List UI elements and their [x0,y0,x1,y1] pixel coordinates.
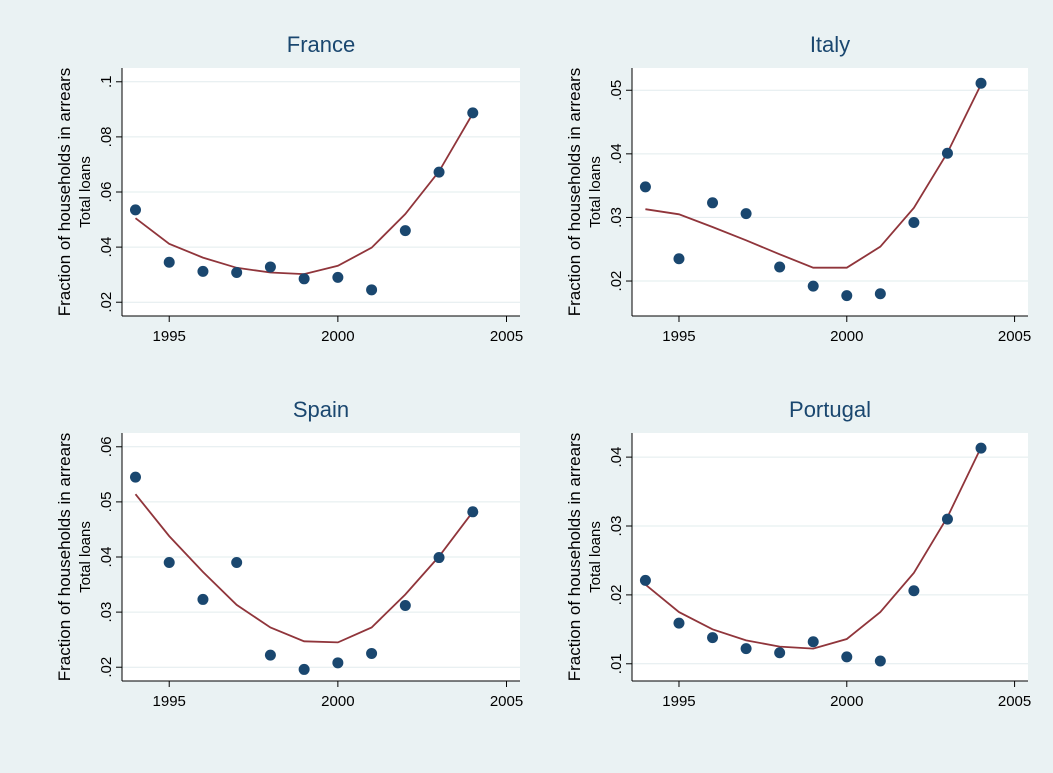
chart-title: Italy [810,32,850,57]
chart-title: Portugal [789,397,871,422]
y-tick-label: .02 [608,584,625,605]
data-point [433,166,445,178]
y-axis-label: Fraction of households in arrears [55,433,74,682]
y-tick-label: .04 [98,547,115,568]
data-point [298,663,310,675]
data-point [163,256,175,268]
x-tick-label: 2005 [998,693,1031,710]
y-axis-sublabel: Total loans [77,156,94,228]
data-point [332,657,344,669]
x-tick-label: 1995 [153,693,186,710]
y-tick-label: .06 [98,436,115,457]
y-axis-sublabel: Total loans [587,521,604,593]
data-point [941,513,953,525]
y-axis-label: Fraction of households in arrears [565,433,584,682]
data-point [399,599,411,611]
chart-panel-portugal: 1995 2000 2005 .01 .02 .03 .04 Portugal Fraction… [565,397,1031,710]
fitted-line [645,84,982,269]
data-point [774,647,786,659]
y-axis-sublabel: Total loans [77,521,94,593]
data-point [975,77,987,89]
data-point [366,647,378,659]
data-point [807,636,819,648]
data-point [332,271,344,283]
y-tick-label: .03 [98,602,115,623]
y-tick-label: .05 [608,80,625,101]
chart-panel-italy: 1995 2000 2005 .02 .03 .04 .05 Italy Fraction of… [565,32,1031,345]
data-point [673,253,685,265]
y-tick-label: .04 [608,143,625,164]
x-tick-label: 2005 [490,328,523,345]
data-point [707,197,719,209]
x-tick-label: 1995 [153,328,186,345]
data-point [467,506,479,518]
chart-panel-spain: 1995 2000 2005 .02 .03 .04 .05 .06 Spain Fraction… [55,397,523,710]
data-point [264,261,276,273]
fitted-line [644,447,982,650]
x-tick-label: 2000 [321,693,354,710]
y-axis-label: Fraction of households in arrears [565,68,584,317]
data-point [941,147,953,159]
data-point [399,225,411,237]
data-point [231,557,243,569]
x-tick-label: 2000 [830,328,863,345]
y-tick-label: .02 [98,292,115,313]
y-tick-label: .1 [98,76,115,89]
y-axis-sublabel: Total loans [587,156,604,228]
data-point [774,261,786,273]
data-point [707,632,719,644]
data-point [197,265,209,277]
data-point [807,280,819,292]
data-point [231,266,243,278]
data-point [975,442,987,454]
x-tick-label: 1995 [662,328,695,345]
data-point [467,107,479,119]
y-tick-label: .03 [608,207,625,228]
y-tick-label: .01 [608,653,625,674]
y-axis-label: Fraction of households in arrears [55,68,74,317]
data-point [874,288,886,300]
y-tick-label: .02 [608,271,625,292]
data-point [129,471,141,483]
data-point [298,273,310,285]
data-point [366,284,378,296]
data-point [639,181,651,193]
chart-title: France [287,32,355,57]
data-point [841,651,853,663]
y-tick-label: .06 [98,182,115,203]
data-point [197,593,209,605]
data-point [264,649,276,661]
data-point [163,557,175,569]
data-point [129,204,141,216]
chart-panel-france: 1995 2000 2005 .02 .04 .06 .08 .1 France Fraction… [55,32,523,345]
y-tick-label: .02 [98,657,115,678]
data-point [673,617,685,629]
y-tick-label: .03 [608,516,625,537]
data-point [433,552,445,564]
fitted-line [134,493,474,644]
plot-area [632,68,1028,316]
data-point [874,655,886,667]
x-tick-label: 2005 [998,328,1031,345]
x-tick-label: 2000 [830,693,863,710]
y-tick-label: .04 [98,237,115,258]
data-point [841,290,853,302]
chart-title: Spain [293,397,349,422]
y-tick-label: .08 [98,126,115,147]
data-point [908,585,920,597]
x-tick-label: 2000 [321,328,354,345]
data-point [908,217,920,229]
x-tick-label: 1995 [662,693,695,710]
data-point [740,643,752,655]
plot-area [632,433,1028,681]
y-tick-label: .04 [608,447,625,468]
y-tick-label: .05 [98,491,115,512]
data-point [639,574,651,586]
x-tick-label: 2005 [490,693,523,710]
data-point [740,208,752,220]
